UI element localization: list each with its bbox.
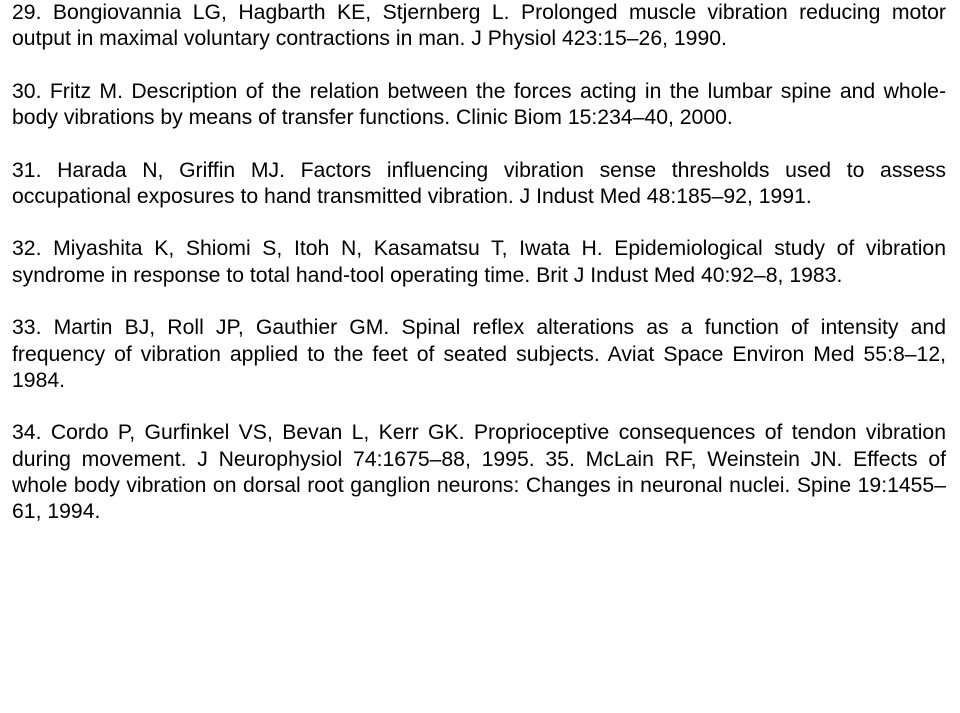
reference-item: 29. Bongiovannia LG, Hagbarth KE, Stjern… — [12, 0, 946, 53]
reference-item: 30. Fritz M. Description of the relation… — [12, 79, 946, 132]
page: 29. Bongiovannia LG, Hagbarth KE, Stjern… — [0, 0, 960, 713]
reference-item: 31. Harada N, Griffin MJ. Factors influe… — [12, 158, 946, 211]
reference-item: 32. Miyashita K, Shiomi S, Itoh N, Kasam… — [12, 236, 946, 289]
reference-item: 33. Martin BJ, Roll JP, Gauthier GM. Spi… — [12, 315, 946, 394]
reference-item: 34. Cordo P, Gurfinkel VS, Bevan L, Kerr… — [12, 420, 946, 526]
